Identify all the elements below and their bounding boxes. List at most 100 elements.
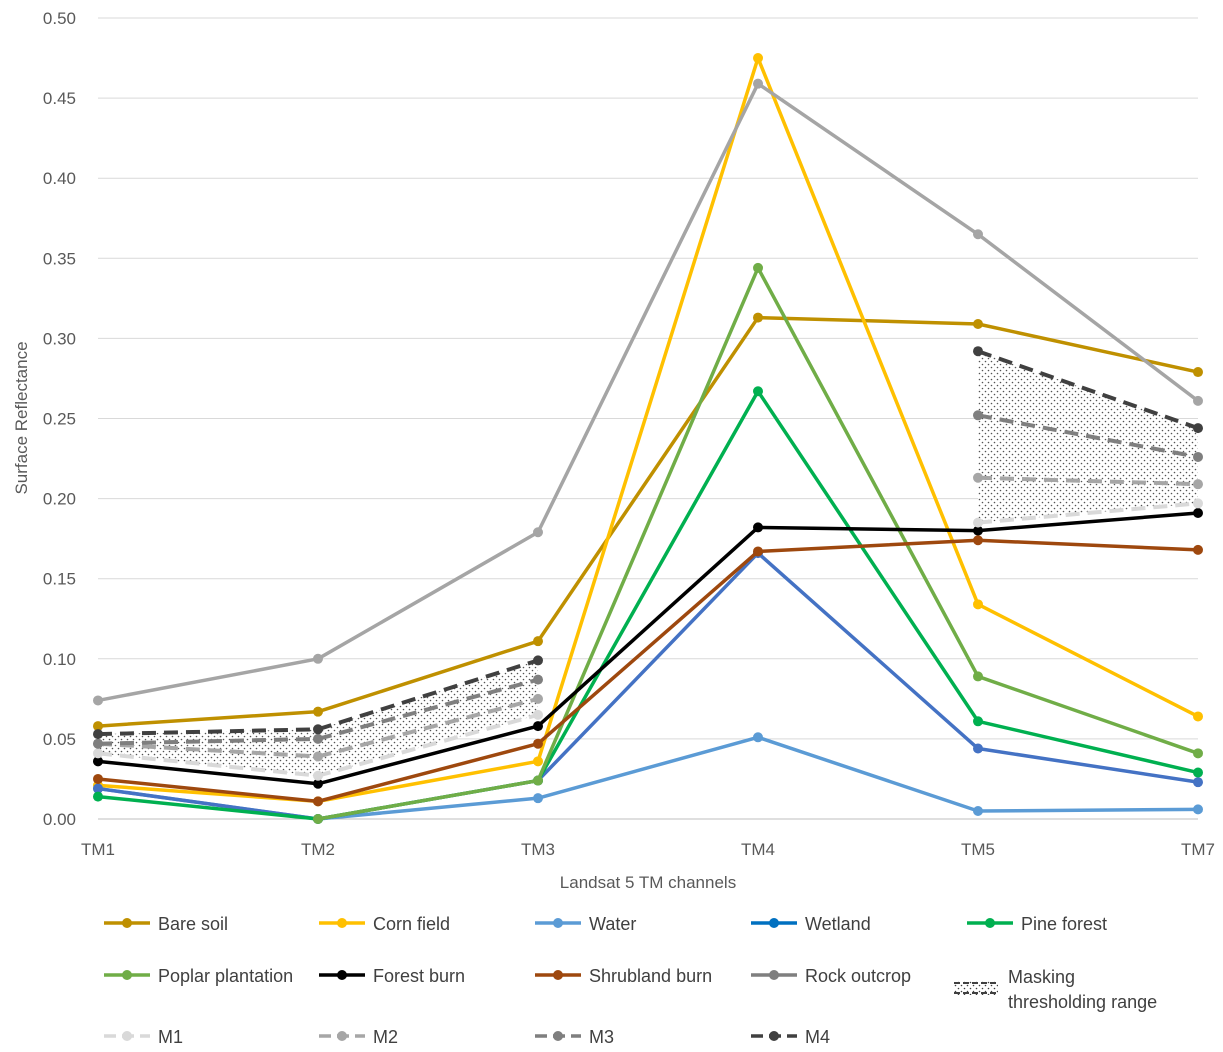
data-point-forest-burn [313,778,323,789]
data-point-m3 [533,674,543,685]
data-point-bare-soil [753,312,763,323]
legend: Bare soil Corn field Water Wetland Pine fore… [104,914,1107,1047]
y-tick-label: 0.00 [43,810,76,829]
legend-item-pine-forest: Pine forest [967,914,1107,934]
legend-label-m1: M1 [158,1027,183,1047]
legend-item-poplar-plantation: Poplar plantation [104,966,293,986]
legend-item-shrubland-burn: Shrubland burn [535,966,712,986]
data-point-shrubland-burn [533,738,543,749]
data-point-bare-soil [973,318,983,329]
x-tick-label: TM4 [741,840,775,859]
data-point-corn-field [533,756,543,767]
data-point-m4 [533,655,543,666]
data-point-bare-soil [313,706,323,717]
data-point-water [973,805,983,816]
legend-marker-shrubland-burn [553,970,563,980]
data-point-pine-forest [1193,767,1203,778]
data-point-rock-outcrop [973,229,983,240]
legend-item-corn-field: Corn field [319,914,450,934]
series-line-forest-burn [97,511,1199,786]
data-point-m2 [313,751,323,762]
x-axis-label: Landsat 5 TM channels [560,873,736,892]
series-line-m4 [977,349,1199,430]
data-point-corn-field [753,53,763,64]
data-point-corn-field [973,599,983,610]
legend-label-shrubland-burn: Shrubland burn [589,966,712,986]
data-point-forest-burn [753,522,763,533]
legend-marker-corn-field [337,918,347,928]
y-tick-label: 0.35 [43,249,76,268]
data-point-m2 [973,472,983,483]
legend-marker-water [553,918,563,928]
legend-item-wetland: Wetland [751,914,871,934]
legend-item-bare-soil: Bare soil [104,914,228,934]
data-point-rock-outcrop [533,527,543,538]
data-point-wetland [1193,777,1203,788]
legend-swatch-masking [954,981,998,995]
legend-item-forest-burn: Forest burn [319,966,465,986]
legend-label-masking-line1: Masking [1008,967,1075,987]
data-point-wetland [93,783,103,794]
legend-label-m4: M4 [805,1027,830,1047]
data-point-m1 [1193,498,1203,509]
data-point-poplar-plantation [533,775,543,786]
data-point-shrubland-burn [753,546,763,557]
series-line-rock-outcrop [97,81,1200,703]
legend-label-m2: M2 [373,1027,398,1047]
legend-label-bare-soil: Bare soil [158,914,228,934]
data-point-water [753,732,763,743]
data-point-wetland [973,743,983,754]
data-point-shrubland-burn [93,773,103,784]
legend-marker-wetland [769,918,779,928]
data-point-m4 [973,346,983,357]
data-point-forest-burn [1193,508,1203,519]
data-point-m2 [1193,479,1203,490]
data-point-bare-soil [93,721,103,732]
legend-marker-m2 [337,1031,347,1041]
y-tick-label: 0.05 [43,730,76,749]
x-tick-label: TM5 [961,840,995,859]
y-tick-label: 0.15 [43,570,76,589]
legend-item-m4: M4 [751,1027,830,1047]
data-point-bare-soil [533,636,543,647]
data-point-m2 [533,693,543,704]
data-point-shrubland-burn [313,796,323,807]
legend-label-pine-forest: Pine forest [1021,914,1107,934]
x-tick-label: TM1 [81,840,115,859]
data-point-m3 [93,738,103,749]
data-point-rock-outcrop [753,78,763,89]
series-lines [93,53,1203,824]
legend-label-poplar-plantation: Poplar plantation [158,966,293,986]
series-line-m1 [977,501,1199,525]
data-point-m4 [313,724,323,735]
data-point-m1 [533,709,543,720]
data-point-pine-forest [753,386,763,397]
y-tick-label: 0.40 [43,169,76,188]
data-point-water [533,793,543,804]
data-point-poplar-plantation [973,671,983,682]
legend-marker-poplar-plantation [122,970,132,980]
legend-label-corn-field: Corn field [373,914,450,934]
series-line-m3 [977,413,1199,459]
legend-item-rock-outcrop: Rock outcrop [751,966,911,986]
data-point-m1 [93,748,103,759]
legend-label-forest-burn: Forest burn [373,966,465,986]
y-tick-label: 0.45 [43,89,76,108]
data-point-m4 [1193,423,1203,434]
legend-item-m1: M1 [104,1027,183,1047]
legend-marker-rock-outcrop [769,970,779,980]
data-point-pine-forest [93,791,103,802]
legend-label-masking-line2: thresholding range [1008,992,1157,1012]
legend-marker-forest-burn [337,970,347,980]
series-line-pine-forest [97,389,1199,821]
data-point-forest-burn [93,756,103,767]
legend-marker-m1 [122,1031,132,1041]
data-point-rock-outcrop [1193,395,1203,406]
data-point-m1 [973,517,983,528]
legend-item-masking: Masking thresholding range [954,967,1157,1012]
masking-range-fill [98,660,538,776]
legend-item-water: Water [535,914,636,934]
y-tick-label: 0.25 [43,410,76,429]
y-axis-label: Surface Reflectance [12,341,31,494]
